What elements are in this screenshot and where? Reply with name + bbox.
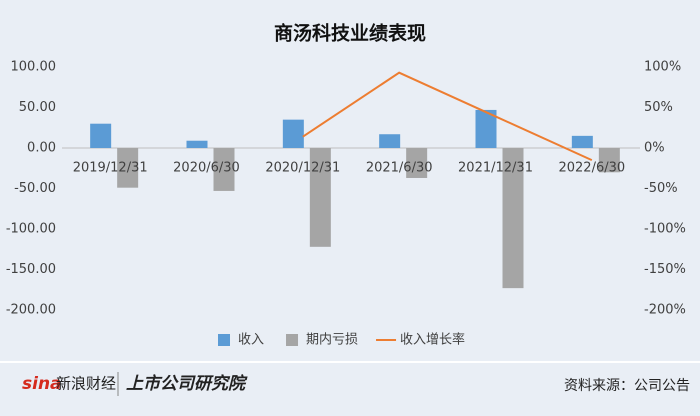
- x-tick-label: 2020/6/30: [173, 161, 240, 176]
- y2-tick-label: 0%: [644, 141, 665, 156]
- legend-swatch: [286, 334, 299, 346]
- bar: [379, 134, 401, 148]
- y2-tick-label: 50%: [644, 100, 673, 115]
- x-tick-label: 2021/12/31: [458, 161, 533, 176]
- y-tick-label: -50.00: [14, 181, 56, 196]
- bar: [406, 148, 428, 178]
- bar: [502, 148, 524, 289]
- y-tick-label: 0.00: [27, 141, 56, 156]
- bar: [117, 148, 139, 188]
- bar: [475, 109, 497, 148]
- line: [302, 71, 593, 162]
- y-tick-label: -100.00: [6, 222, 56, 237]
- chart-title: 商汤科技业绩表现: [274, 22, 426, 45]
- y-tick-label: 50.00: [19, 100, 56, 115]
- bar: [571, 135, 593, 148]
- bar: [598, 148, 620, 173]
- y2-tick-label: -150%: [644, 262, 686, 277]
- x-tick-label: 2019/12/31: [73, 161, 148, 176]
- footer-institute: 上市公司研究院: [126, 374, 248, 394]
- legend-label: 收入: [238, 333, 264, 348]
- y-tick-label: -150.00: [6, 262, 56, 277]
- legend-swatch: [218, 334, 230, 346]
- y-tick-label: 100.00: [11, 60, 57, 75]
- x-tick-label: 2020/12/31: [265, 161, 340, 176]
- footer-source: 资料来源：公司公告: [564, 378, 690, 394]
- y2-tick-label: -200%: [644, 303, 686, 318]
- y2-tick-label: -50%: [644, 181, 678, 196]
- footer-brand: sina: [22, 374, 62, 394]
- legend-label: 收入增长率: [400, 332, 465, 348]
- y2-tick-label: -100%: [644, 222, 686, 237]
- bar: [186, 140, 208, 148]
- x-tick-label: 2021/6/30: [366, 161, 433, 176]
- bar: [309, 148, 331, 247]
- y2-tick-label: 100%: [644, 60, 681, 75]
- y-tick-label: -200.00: [6, 303, 56, 318]
- legend-label: 期内亏损: [306, 332, 358, 348]
- x-tick-label: 2022/6/30: [558, 161, 625, 176]
- bar: [213, 148, 235, 191]
- bar: [282, 119, 304, 148]
- footer-brand-name: 新浪财经: [56, 375, 116, 393]
- bar: [90, 123, 112, 148]
